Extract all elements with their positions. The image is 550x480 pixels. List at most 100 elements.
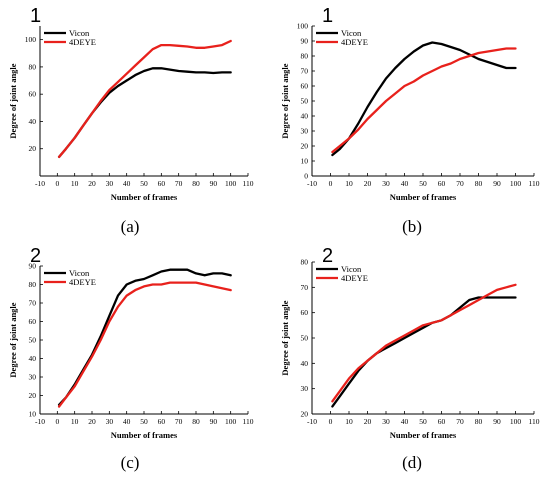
legend-label: Vicon [69,268,90,278]
x-tick-label: -10 [35,179,45,188]
x-tick-label: 10 [345,179,353,188]
x-tick-label: 20 [88,417,96,426]
x-tick-label: 90 [493,179,501,188]
x-tick-label: 110 [243,179,254,188]
y-axis-title: Degree of joint angle [280,300,290,375]
x-axis-title: Number of frames [111,430,178,440]
x-tick-label: 100 [510,417,522,426]
y-tick-label: 100 [297,22,309,31]
y-tick-label: 70 [29,299,37,308]
panel-caption: (c) [121,453,140,472]
series-line-vicon [331,41,517,157]
y-tick-label: 60 [29,317,37,326]
x-tick-label: -10 [307,179,317,188]
y-axis-title: Degree of joint angle [8,63,18,138]
legend-label: Vicon [341,264,362,274]
panel-caption: (d) [402,453,422,472]
x-tick-label: 70 [175,417,183,426]
x-tick-label: 20 [88,179,96,188]
panel-number: 2 [30,245,41,267]
y-tick-label: 60 [29,90,37,99]
panel-number: 1 [30,5,41,27]
x-tick-label: 0 [329,417,333,426]
x-tick-label: 30 [106,179,114,188]
x-tick-label: 90 [210,417,218,426]
x-tick-label: 90 [210,179,218,188]
y-tick-label: 50 [301,97,309,106]
y-tick-label: 40 [29,354,37,363]
legend-label: 4DEYE [341,37,368,47]
x-tick-label: 0 [55,179,59,188]
x-tick-label: 110 [529,179,540,188]
x-tick-label: 40 [401,417,409,426]
chart-panel-a: 1 (a) -10 0 10 20 30 40 50 60 70 80 90 100 110 20 40 60 80… [8,5,254,236]
x-tick-label: 70 [175,179,183,188]
series-line-vicon [57,268,232,406]
x-tick-label: 30 [106,417,114,426]
y-tick-label: 20 [301,410,309,419]
y-tick-label: 80 [29,62,37,71]
x-tick-label: 110 [529,417,540,426]
y-tick-label: 50 [29,336,37,345]
series-line-vicon [331,296,517,408]
x-tick-label: 20 [364,417,372,426]
panel-number: 2 [322,245,333,267]
y-tick-label: 10 [301,157,309,166]
x-tick-label: 10 [71,417,79,426]
x-axis-title: Number of frames [390,192,457,202]
y-tick-label: 40 [301,112,309,121]
x-tick-label: -10 [35,417,45,426]
legend-label: 4DEYE [341,273,368,283]
panel-caption: (a) [121,217,140,236]
y-tick-label: 80 [301,52,309,61]
x-tick-label: 30 [382,417,390,426]
y-tick-label: 80 [301,258,309,267]
panel-caption: (b) [402,217,422,236]
legend-label: 4DEYE [69,277,96,287]
y-tick-label: 20 [29,144,37,153]
y-tick-label: 30 [301,127,309,136]
series-line-vicon [57,67,232,159]
chart-panel-c: 2 (c) -10 0 10 20 30 40 50 60 70 80 90 100 110 10 20 30 40… [8,245,254,472]
x-tick-label: 60 [438,179,446,188]
y-axis-title: Degree of joint angle [8,302,18,377]
x-tick-label: 40 [401,179,409,188]
x-tick-label: 80 [475,417,483,426]
legend-label: Vicon [69,28,90,38]
series-line-4deye [331,283,517,403]
x-tick-label: 100 [225,417,237,426]
x-tick-label: 90 [493,417,501,426]
y-tick-label: 70 [301,283,309,292]
legend-label: Vicon [341,28,362,38]
series-line-4deye [57,39,232,159]
x-tick-label: 40 [123,179,131,188]
y-tick-label: 0 [304,172,308,181]
x-tick-label: 70 [456,417,464,426]
y-tick-label: 80 [29,280,37,289]
x-tick-label: 70 [456,179,464,188]
x-tick-label: -10 [307,417,317,426]
x-tick-label: 50 [140,417,148,426]
y-tick-label: 30 [29,373,37,382]
y-tick-label: 40 [301,359,309,368]
x-tick-label: 100 [510,179,522,188]
x-axis-title: Number of frames [111,192,178,202]
y-tick-label: 50 [301,334,309,343]
x-tick-label: 100 [225,179,237,188]
y-tick-label: 20 [301,142,309,151]
x-tick-label: 0 [329,179,333,188]
panel-number: 1 [322,5,333,27]
y-tick-label: 90 [29,262,37,271]
x-tick-label: 10 [71,179,79,188]
x-tick-label: 20 [364,179,372,188]
x-tick-label: 60 [158,417,166,426]
y-tick-label: 30 [301,384,309,393]
x-tick-label: 80 [475,179,483,188]
x-tick-label: 80 [192,179,200,188]
x-axis-title: Number of frames [390,430,457,440]
legend-label: 4DEYE [69,37,96,47]
x-tick-label: 60 [158,179,166,188]
x-tick-label: 30 [382,179,390,188]
